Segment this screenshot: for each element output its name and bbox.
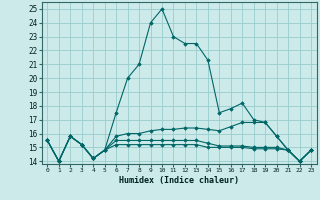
X-axis label: Humidex (Indice chaleur): Humidex (Indice chaleur) [119, 176, 239, 185]
